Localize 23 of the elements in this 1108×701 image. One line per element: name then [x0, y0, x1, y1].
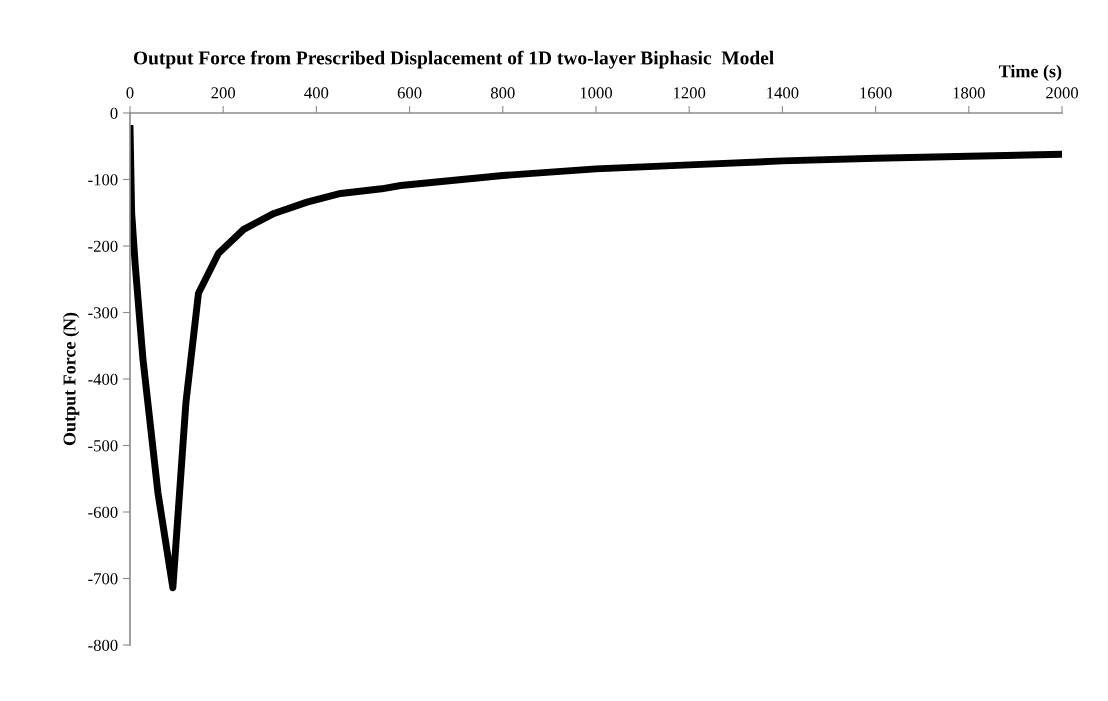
y-axis-title: Output Force (N)	[62, 312, 80, 446]
y-tick-label: -800	[88, 639, 118, 651]
x-tick-label: 2000	[1046, 87, 1079, 99]
chart-title: Output Force from Prescribed Displacement of 1D two-layer Biphasic Model	[133, 50, 774, 69]
x-tick-label: 800	[490, 87, 515, 99]
y-tick-label: -700	[88, 573, 118, 585]
x-tick-label: 1400	[767, 87, 799, 99]
y-tick-label: 0	[110, 107, 118, 119]
y-tick-label: -100	[88, 174, 118, 186]
y-tick-label: -300	[88, 307, 118, 319]
x-tick-label: 1800	[953, 87, 985, 99]
x-tick-label: 1000	[580, 87, 613, 99]
x-axis-title: Time (s)	[998, 64, 1062, 82]
x-tick-label: 1200	[674, 87, 706, 99]
y-tick-label: -500	[88, 440, 118, 452]
x-tick-label: 600	[397, 87, 422, 99]
y-tick-label: -400	[88, 373, 118, 385]
x-tick-label: 1600	[860, 87, 892, 99]
y-tick-label: -200	[88, 240, 118, 252]
x-tick-label: 400	[304, 87, 329, 99]
y-tick-label: -600	[88, 506, 118, 518]
x-tick-label: 200	[211, 87, 236, 99]
x-tick-label: 0	[126, 87, 134, 99]
